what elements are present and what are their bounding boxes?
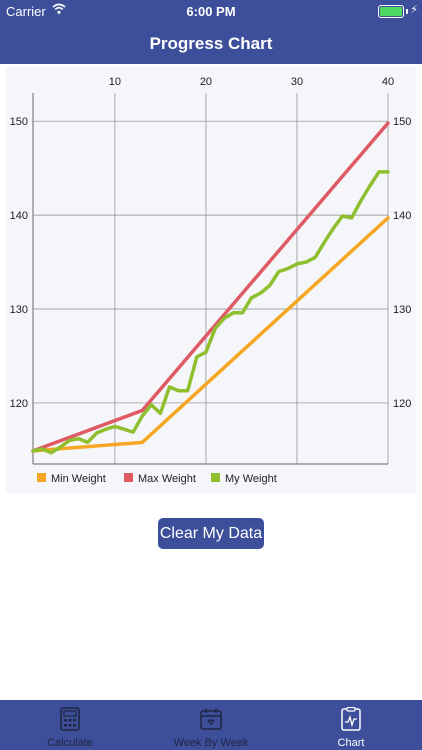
x-tick-label: 10: [109, 76, 121, 88]
y-tick-label-right: 120: [393, 398, 411, 410]
calculator-icon: [60, 707, 80, 731]
x-tick-label: 20: [200, 76, 212, 88]
x-tick-label: 40: [382, 76, 394, 88]
nav-header: Carrier 6:00 PM ⚡ Progress Chart: [0, 0, 422, 64]
tab-label: Calculate: [47, 737, 93, 749]
charging-icon: ⚡: [410, 4, 418, 16]
status-time: 6:00 PM: [186, 4, 236, 19]
x-tick-label: 30: [291, 76, 303, 88]
legend-label: Min Weight: [51, 473, 106, 485]
legend-label: My Weight: [225, 473, 277, 485]
calendar-icon: [200, 708, 222, 730]
status-bar: Carrier 6:00 PM ⚡: [0, 0, 422, 22]
series-line-max-weight: [31, 121, 390, 453]
tab-calculate[interactable]: Calculate: [10, 700, 130, 750]
y-tick-label-left: 130: [10, 304, 28, 316]
y-tick-label-right: 150: [393, 116, 411, 128]
legend-swatch: [37, 473, 46, 482]
legend-label: Max Weight: [138, 473, 196, 485]
y-tick-label-left: 140: [10, 210, 28, 222]
tab-week-by-week[interactable]: Week By Week: [151, 700, 271, 750]
y-tick-label-right: 140: [393, 210, 411, 222]
y-tick-label-right: 130: [393, 304, 411, 316]
tab-label: Week By Week: [173, 737, 249, 749]
tab-label: Chart: [337, 737, 365, 749]
y-tick-label-left: 150: [10, 116, 28, 128]
progress-chart: 10 20 30 40 120 120 130 130 140 140 150 150 Min Weig…: [6, 67, 416, 493]
clear-data-button[interactable]: Clear My Data: [158, 518, 264, 549]
battery-tip: [406, 9, 408, 14]
tab-chart[interactable]: Chart: [291, 700, 411, 750]
carrier-label: Carrier: [6, 4, 46, 19]
page-title: Progress Chart: [149, 34, 273, 53]
chart-icon: [341, 707, 361, 731]
series-line-min-weight: [31, 216, 390, 453]
tab-bar: Calculate Week By Week Chart: [0, 700, 422, 750]
wifi-icon: [52, 3, 66, 14]
series-line-my-weight: [31, 170, 390, 455]
legend-swatch: [124, 473, 133, 482]
legend-swatch: [211, 473, 220, 482]
battery-icon: [378, 5, 404, 18]
y-tick-label-left: 120: [10, 398, 28, 410]
chart-canvas: 10 20 30 40 120 120 130 130 140 140 150 150 Min Weig…: [10, 76, 412, 485]
